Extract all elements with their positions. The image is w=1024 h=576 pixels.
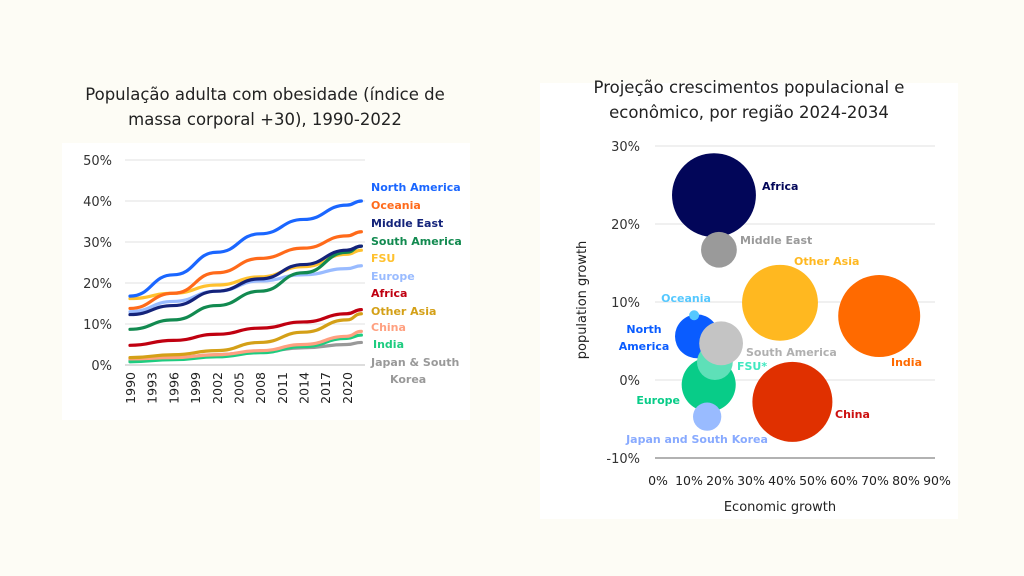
bubble-chart-title: Projeção crescimentos populacional e eco… — [540, 75, 958, 125]
x-tick-label: 1996 — [166, 372, 181, 404]
bubble-africa — [672, 153, 756, 238]
y-tick-label: 20% — [83, 277, 112, 292]
x-tick-label: 1993 — [145, 372, 160, 404]
line-chart-title-line-1: População adulta com obesidade (índice d… — [85, 85, 445, 104]
series-line-europe — [128, 264, 363, 314]
y-tick-label: 30% — [83, 236, 112, 251]
bubble-label: Oceania — [661, 292, 711, 305]
series-label: Middle East — [371, 217, 443, 230]
bubble-china — [752, 361, 833, 442]
bubble-oceania — [689, 310, 700, 321]
bubble-label: India — [891, 356, 922, 369]
y-tick-label: -10% — [606, 452, 640, 467]
bubble-label: Japan and South Korea — [625, 433, 768, 446]
x-tick-label: 0% — [648, 473, 668, 488]
bubble-other-asia — [742, 264, 818, 341]
bubble-label: America — [619, 340, 670, 353]
bubble-label: FSU* — [737, 360, 767, 373]
x-tick-label: 60% — [830, 473, 858, 488]
x-tick-label: 40% — [768, 473, 796, 488]
y-axis-title: population growth — [575, 241, 590, 360]
x-tick-label: 10% — [675, 473, 703, 488]
x-tick-label: 2020 — [340, 372, 355, 404]
y-tick-label: 50% — [83, 154, 112, 169]
series-label: Europe — [371, 270, 415, 283]
y-tick-label: 0% — [91, 359, 112, 374]
bubble-label: Africa — [762, 180, 798, 193]
series-label: FSU — [371, 252, 395, 265]
series-line-oceania — [128, 230, 363, 311]
bubble-japan-and-south-korea — [693, 402, 722, 431]
y-tick-label: 10% — [83, 318, 112, 333]
series-line-north-america — [128, 199, 363, 298]
x-tick-label: 1990 — [123, 372, 138, 404]
series-label: Oceania — [371, 199, 421, 212]
series-line-africa — [128, 308, 363, 347]
bubble-chart: -10%0%10%20%30%0% 10% 20% 30% 40% 50% 60% 70% 80… — [575, 140, 951, 515]
series-label: South America — [371, 235, 462, 248]
x-tick-label: 20% — [706, 473, 734, 488]
series-line-other-asia — [128, 312, 363, 360]
x-tick-label: 2014 — [297, 372, 312, 404]
x-tick-label: 1999 — [188, 372, 203, 404]
line-chart: 0% 10% 20% 30% 40% 50% 1990 1993 1996 1999 2002 200… — [83, 154, 462, 404]
bubble-label: Middle East — [740, 234, 812, 247]
y-tick-label: 10% — [611, 296, 640, 311]
x-tick-label: 70% — [861, 473, 889, 488]
series-label: Japan & South — [370, 356, 459, 369]
x-tick-label: 2011 — [275, 372, 290, 404]
bubble-chart-title-line-1: Projeção crescimentos populacional e — [593, 78, 905, 97]
y-tick-label: 20% — [611, 218, 640, 233]
bubble-label: Other Asia — [794, 255, 859, 268]
series-label: Other Asia — [371, 305, 436, 318]
x-tick-label: 90% — [923, 473, 951, 488]
series-line-china — [128, 329, 363, 361]
series-label: India — [373, 338, 404, 351]
bubble-india — [838, 275, 921, 358]
series-line-south-america — [128, 244, 363, 331]
y-tick-label: 30% — [611, 140, 640, 155]
bubble-label: China — [835, 408, 870, 421]
bubble-label: Europe — [636, 394, 680, 407]
x-tick-label: 30% — [737, 473, 765, 488]
x-tick-label: 2017 — [318, 372, 333, 404]
bubble-label: North — [626, 323, 661, 336]
bubble-label: South America — [746, 346, 837, 359]
x-tick-label: 2005 — [231, 372, 246, 404]
bubble-middle-east — [701, 231, 737, 268]
x-tick-label: 50% — [799, 473, 827, 488]
series-label: China — [371, 321, 406, 334]
y-tick-label: 40% — [83, 195, 112, 210]
line-chart-title: População adulta com obesidade (índice d… — [40, 82, 490, 132]
line-chart-title-line-2: massa corporal +30), 1990-2022 — [128, 110, 402, 129]
y-tick-label: 0% — [619, 374, 640, 389]
series-line-middle-east — [128, 244, 363, 317]
series-label: Korea — [390, 373, 426, 386]
x-axis-title: Economic growth — [724, 500, 836, 515]
bubble-chart-title-line-2: econômico, por região 2024-2034 — [609, 103, 889, 122]
x-tick-label: 80% — [892, 473, 920, 488]
x-tick-label: 2002 — [210, 372, 225, 404]
series-line-india — [128, 333, 363, 364]
bubble-south-america — [699, 321, 744, 366]
series-label: Africa — [371, 287, 407, 300]
series-label: North America — [371, 181, 461, 194]
x-tick-label: 2008 — [253, 372, 268, 404]
